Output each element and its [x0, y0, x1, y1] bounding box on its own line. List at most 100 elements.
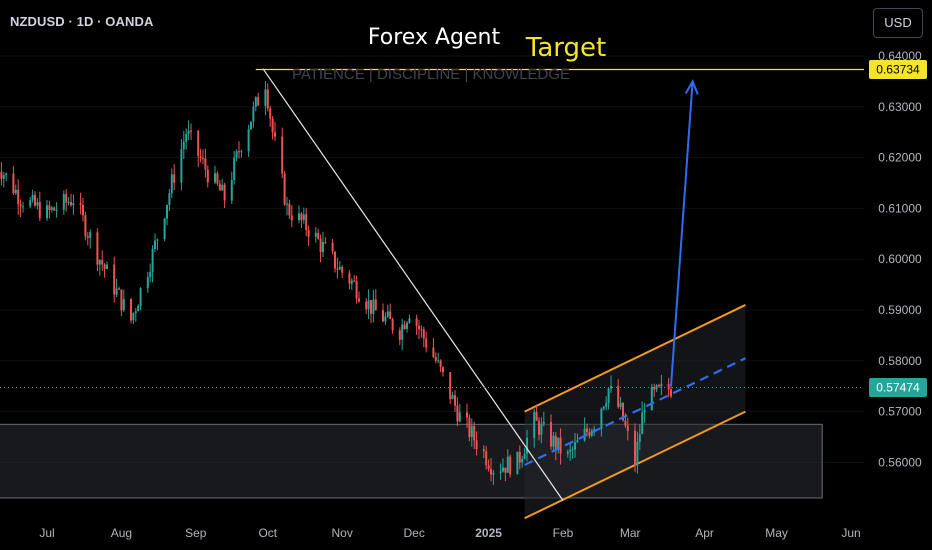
candle-body — [67, 202, 70, 204]
candle-body — [264, 89, 267, 106]
candle-body — [151, 249, 154, 272]
price-axis[interactable]: 0.64000 0.63000 0.62000 0.61000 0.60000 0.590… — [878, 49, 922, 469]
time-tick-label: Dec — [404, 526, 425, 540]
time-axis[interactable]: Jul Aug Sep Oct Nov Dec 2025 Feb Mar Apr May Jun — [39, 526, 860, 540]
candle-body — [406, 322, 408, 329]
candle-body — [269, 108, 272, 119]
candle-body — [103, 264, 106, 269]
candle-body — [5, 173, 8, 176]
candle-body — [197, 130, 200, 157]
candle-body — [576, 440, 579, 443]
candle-body — [307, 229, 310, 237]
candle-body — [439, 360, 442, 368]
candle-body — [586, 428, 588, 433]
currency-button[interactable]: USD — [873, 8, 923, 38]
candle-body — [2, 175, 5, 179]
candle-body — [521, 458, 524, 463]
candle-body — [170, 174, 173, 194]
candle-body — [617, 386, 620, 408]
candle-body — [204, 158, 207, 170]
candle-body — [487, 465, 490, 469]
time-tick-label: Nov — [332, 526, 353, 540]
candle-body — [65, 194, 68, 203]
price-tick-label: 0.62000 — [878, 151, 922, 165]
candle-body — [466, 412, 468, 418]
candle-body — [415, 318, 418, 326]
candle-body — [14, 189, 17, 194]
candle-body — [96, 232, 99, 265]
candle-body — [290, 215, 293, 221]
candle-body — [53, 207, 56, 211]
candle-body — [319, 238, 322, 252]
candle-body — [418, 325, 420, 330]
candle-body — [79, 203, 82, 206]
candle-body — [214, 173, 216, 183]
candle-body — [266, 89, 269, 109]
candle-body — [22, 206, 24, 208]
target-price-tag-text: 0.63734 — [876, 63, 920, 77]
price-tick-label: 0.61000 — [878, 201, 922, 215]
candle-body — [101, 260, 104, 265]
candle-body — [490, 468, 492, 475]
time-tick-label: Jun — [841, 526, 860, 540]
candle-body — [84, 215, 87, 237]
candle-body — [355, 281, 358, 299]
candle-body — [365, 301, 368, 310]
candle-body — [593, 428, 596, 431]
candle-body — [130, 298, 132, 321]
candle-body — [590, 430, 593, 436]
price-tick-label: 0.59000 — [878, 303, 922, 317]
projection-arrowhead — [684, 79, 699, 95]
candle-body — [559, 437, 562, 454]
candle-body — [518, 451, 521, 463]
candle-body — [358, 298, 360, 302]
candle-body — [502, 467, 504, 472]
candle-body — [115, 288, 118, 295]
price-tick-label: 0.56000 — [878, 455, 922, 469]
candle-body — [554, 435, 557, 450]
candle-body — [451, 395, 454, 399]
candle-body — [583, 428, 586, 441]
candle-body — [605, 402, 608, 407]
candle-body — [187, 130, 190, 134]
candle-body — [386, 311, 389, 317]
candle-body — [334, 251, 336, 269]
candle-body — [199, 156, 202, 159]
candle-body — [305, 214, 308, 230]
candle-body — [403, 324, 406, 329]
candle-body — [382, 310, 384, 322]
descending-trendline — [262, 68, 564, 501]
candle-body — [470, 426, 473, 437]
time-tick-label: Apr — [695, 526, 714, 540]
candle-body — [526, 437, 528, 454]
candle-body — [643, 410, 646, 413]
candle-body — [499, 471, 502, 473]
candle-body — [538, 420, 540, 435]
candle-body — [504, 467, 507, 473]
channel-midline — [524, 357, 746, 466]
candle-body — [36, 202, 39, 206]
candle-body — [552, 435, 555, 447]
candle-body — [221, 184, 224, 191]
support-zone — [0, 423, 823, 499]
candle-body — [82, 205, 84, 216]
candle-body — [535, 412, 538, 421]
candle-body — [442, 367, 444, 373]
candle-body — [185, 133, 188, 142]
candle-body — [533, 412, 536, 438]
candle-body — [134, 311, 137, 314]
candle-body — [70, 202, 72, 206]
candle-body — [475, 440, 478, 450]
support-zone-layer — [0, 423, 823, 499]
candle-body — [434, 357, 437, 361]
candle-body — [72, 203, 75, 206]
candle-body — [550, 421, 552, 447]
candle-body — [173, 174, 176, 183]
candle-body — [367, 300, 370, 310]
candle-body — [300, 213, 303, 221]
candle-body — [353, 280, 356, 282]
candle-body — [523, 453, 526, 459]
candle-body — [166, 204, 168, 219]
candle-body — [422, 329, 425, 339]
